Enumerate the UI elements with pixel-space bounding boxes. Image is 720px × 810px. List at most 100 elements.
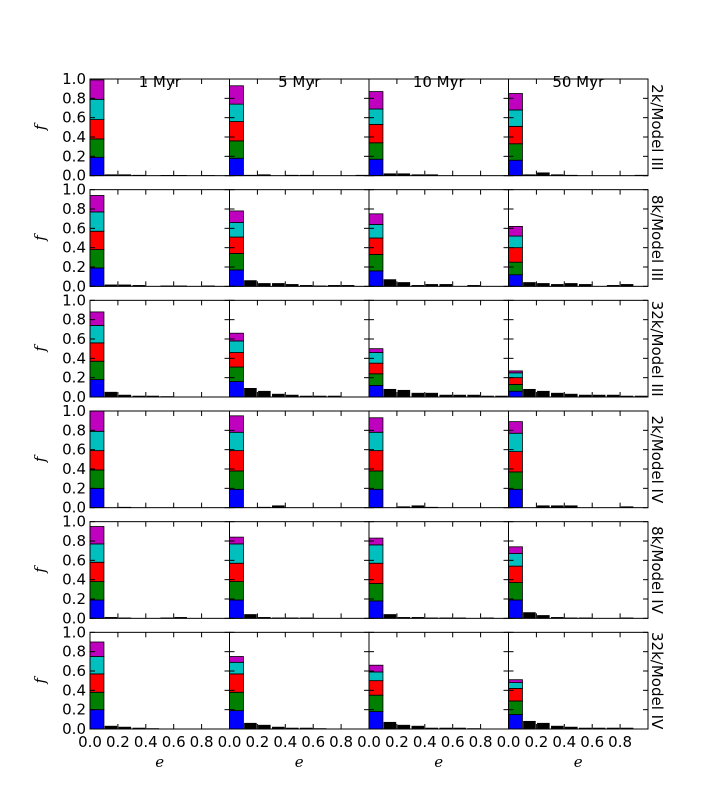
y-tick-label: 0.6	[62, 441, 86, 459]
x-tick-label: 0.0	[357, 733, 381, 751]
bar	[397, 724, 411, 730]
bar-segment	[508, 143, 523, 161]
bar-segment	[229, 210, 244, 223]
x-tick-label: 0.2	[524, 733, 548, 751]
bar-segment	[89, 410, 105, 432]
bar-segment	[368, 711, 384, 730]
x-axis-label: e	[295, 753, 304, 771]
bar-segment	[89, 119, 105, 140]
bar-segment	[368, 237, 384, 255]
bar-segment	[89, 487, 105, 509]
bar-segment	[368, 270, 384, 287]
y-tick-label: 0.4	[62, 239, 86, 257]
y-tick-label: 0.2	[62, 258, 86, 276]
y-tick-label: 0.0	[62, 609, 86, 627]
bar-segment	[89, 325, 105, 344]
column-title: 5 Myr	[278, 73, 321, 91]
y-tick-label: 1.0	[62, 291, 86, 309]
panel-frame	[89, 189, 230, 287]
x-tick-label: 0.8	[608, 733, 632, 751]
bar-segment	[368, 600, 384, 619]
y-tick-label: 0.6	[62, 109, 86, 127]
bar	[258, 390, 271, 398]
bar-segment	[89, 599, 105, 619]
y-tick-label: 0.0	[62, 388, 86, 406]
y-tick-label: 0.8	[62, 89, 86, 107]
y-tick-label: 0.6	[62, 219, 86, 237]
bar-segment	[89, 581, 105, 601]
bar-segment	[368, 694, 384, 713]
bar	[383, 388, 397, 398]
y-tick-label: 0.8	[62, 311, 86, 329]
x-tick-label: 0.6	[580, 733, 604, 751]
x-tick-label: 0.4	[134, 733, 158, 751]
bar-segment	[368, 124, 384, 144]
bar-segment	[368, 384, 384, 398]
y-axis-label: f	[31, 233, 49, 242]
y-axis-label: f	[31, 343, 49, 352]
y-axis-label: f	[31, 565, 49, 574]
bar-segment	[229, 121, 244, 142]
y-tick-label: 0.4	[62, 571, 86, 589]
bar-segment	[508, 93, 523, 111]
bar-segment	[508, 247, 523, 263]
bar-segment	[89, 691, 105, 711]
y-tick-label: 0.6	[62, 330, 86, 348]
bar-segment	[508, 421, 523, 434]
bar	[537, 722, 550, 730]
bar-segment	[508, 714, 523, 730]
bar-segment	[368, 373, 384, 386]
bar-segment	[89, 709, 105, 730]
bar-segment	[229, 488, 244, 509]
bar-segment	[508, 125, 523, 145]
y-tick-label: 0.0	[62, 720, 86, 738]
bar-segment	[229, 710, 244, 730]
x-tick-label: 0.0	[497, 733, 521, 751]
x-tick-label: 0.6	[441, 733, 465, 751]
bar-segment	[368, 348, 384, 353]
row-label: 8k/Model IV	[648, 526, 666, 615]
bar-segment	[368, 213, 384, 225]
bar	[425, 392, 439, 398]
y-tick-label: 1.0	[62, 623, 86, 641]
bar-segment	[368, 362, 384, 375]
bar-segment	[368, 488, 384, 509]
bar-segment	[368, 671, 384, 682]
bar	[523, 388, 536, 398]
bar-segment	[89, 267, 105, 287]
y-axis-label: f	[31, 122, 49, 131]
bar-segment	[508, 432, 523, 453]
x-tick-label: 0.2	[106, 733, 130, 751]
bar	[244, 722, 257, 730]
bar-segment	[508, 384, 523, 392]
bar	[523, 720, 536, 730]
y-tick-label: 0.6	[62, 662, 86, 680]
bar-segment	[229, 269, 244, 287]
x-axis-label: e	[574, 753, 583, 771]
panel-frame	[508, 299, 649, 398]
bar-segment	[89, 430, 105, 452]
bar-segment	[368, 108, 384, 125]
bar-segment	[508, 700, 523, 715]
bar-segment	[368, 158, 384, 177]
bar-segment	[508, 274, 523, 287]
bar-segment	[229, 381, 244, 398]
panel-frame	[508, 410, 649, 509]
x-tick-label: 0.2	[385, 733, 409, 751]
bar-segment	[508, 372, 523, 379]
x-tick-label: 0.8	[469, 733, 493, 751]
panel-frame	[229, 410, 370, 509]
bar	[383, 279, 397, 287]
bar-segment	[229, 236, 244, 254]
bar-segment	[89, 561, 105, 582]
y-tick-label: 0.4	[62, 681, 86, 699]
bar-segment	[89, 379, 105, 398]
column-title: 1 Myr	[139, 73, 182, 91]
bar-segment	[229, 352, 244, 368]
y-tick-label: 0.0	[62, 167, 86, 185]
panel-frame	[229, 189, 370, 287]
bar-segment	[368, 680, 384, 696]
x-tick-label: 0.4	[413, 733, 437, 751]
bar-segment	[229, 450, 244, 472]
bar-segment	[508, 546, 523, 554]
